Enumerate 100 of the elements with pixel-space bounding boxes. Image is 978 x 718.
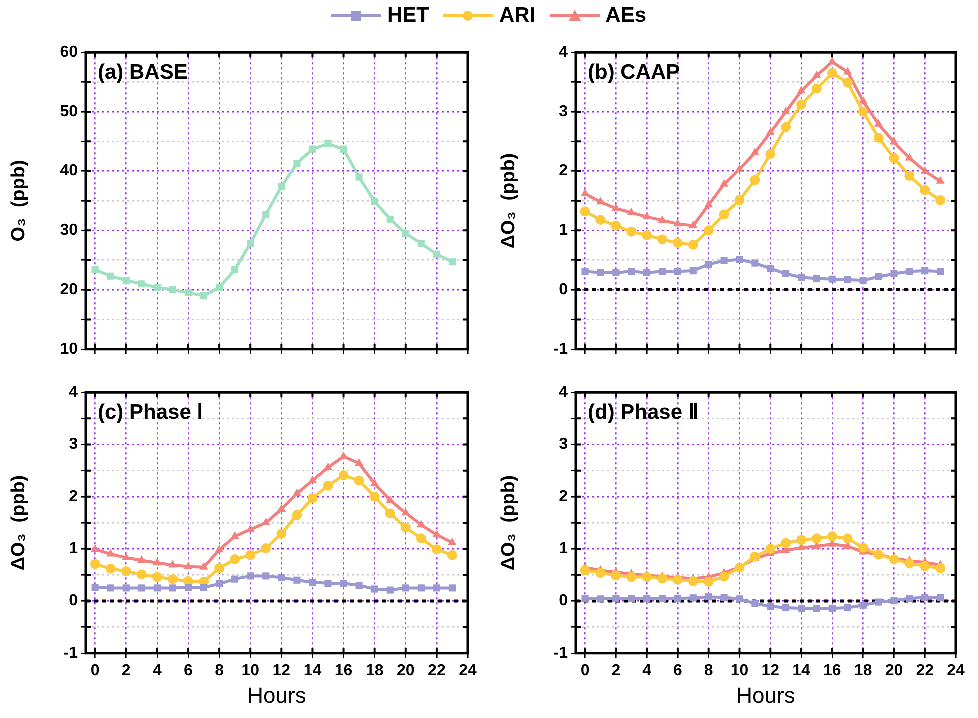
point: [611, 220, 622, 231]
point: [736, 596, 744, 603]
point: [433, 584, 440, 592]
y-tick-label: 0: [559, 592, 568, 610]
point: [752, 260, 759, 267]
point: [597, 269, 604, 276]
y-tick-label: 1: [559, 222, 568, 240]
chart-title: (c) Phase Ⅰ: [98, 400, 204, 424]
point: [418, 584, 425, 592]
point: [138, 584, 146, 592]
point: [705, 260, 712, 268]
y-axis-title: ΔO₃ (ppb): [498, 153, 520, 249]
point: [136, 570, 147, 580]
y-tick-label: 4: [69, 384, 78, 402]
point: [937, 594, 944, 602]
point: [690, 268, 697, 275]
point: [371, 198, 378, 206]
x-axis-title: Hours: [248, 682, 306, 708]
y-tick-label: 3: [559, 103, 568, 120]
point: [292, 488, 302, 496]
point: [827, 68, 838, 78]
x-tick-label: 14: [304, 662, 322, 680]
point: [169, 286, 176, 294]
point: [796, 535, 807, 546]
point: [597, 596, 604, 603]
point: [184, 562, 193, 570]
x-tick-label: 14: [792, 662, 811, 680]
point: [324, 462, 333, 470]
point: [323, 480, 334, 491]
x-tick-label: 4: [642, 662, 652, 680]
point: [858, 96, 868, 104]
point: [416, 534, 426, 544]
point: [262, 211, 270, 218]
point: [628, 595, 636, 602]
point: [890, 137, 899, 145]
point: [781, 538, 792, 548]
point: [689, 220, 698, 228]
point: [152, 572, 162, 582]
point: [107, 272, 114, 280]
point: [262, 572, 270, 580]
y-tick-label: -1: [64, 644, 78, 662]
point: [232, 576, 239, 583]
point: [889, 153, 900, 164]
x-tick-label: 16: [824, 662, 842, 680]
point: [720, 257, 728, 264]
x-tick-label: 12: [272, 662, 291, 680]
point: [276, 528, 287, 539]
y-tick-label: 2: [559, 162, 568, 180]
point: [844, 276, 852, 284]
point: [324, 140, 332, 148]
point: [354, 458, 364, 466]
x-tick-label: 0: [90, 662, 100, 680]
point: [168, 574, 178, 584]
chart-title: (a) BASE: [98, 60, 188, 84]
point: [308, 476, 318, 484]
point: [858, 543, 868, 554]
point: [688, 576, 698, 586]
point: [904, 558, 915, 569]
point: [611, 570, 622, 581]
point: [612, 204, 620, 212]
chart-title: (b) CAAP: [588, 60, 680, 84]
y-tick-label: 10: [60, 340, 78, 358]
y-tick-label: 3: [69, 436, 78, 454]
point: [766, 149, 776, 160]
point: [200, 562, 208, 570]
point: [704, 200, 714, 208]
point: [278, 574, 286, 582]
point: [277, 504, 286, 512]
y-tick-label: 60: [60, 44, 78, 62]
point: [781, 122, 792, 132]
point: [386, 216, 394, 223]
point: [448, 584, 456, 592]
point: [858, 106, 868, 117]
point: [920, 185, 930, 196]
point: [154, 584, 161, 592]
y-axis-title: ΔO₃ (ppb): [498, 475, 520, 571]
point: [936, 195, 946, 206]
point: [796, 100, 807, 110]
point: [642, 212, 652, 220]
point: [612, 595, 620, 602]
point: [936, 563, 946, 574]
point: [860, 277, 867, 284]
point: [889, 554, 900, 565]
point: [735, 164, 744, 172]
point: [247, 240, 254, 248]
point: [184, 289, 192, 297]
point: [688, 240, 698, 250]
point: [750, 148, 760, 156]
point: [875, 598, 882, 606]
point: [106, 564, 116, 574]
point: [644, 269, 651, 276]
point: [920, 166, 930, 174]
point: [294, 576, 301, 584]
point: [340, 146, 348, 153]
point: [402, 508, 410, 516]
point: [860, 602, 867, 609]
y-tick-label: 40: [60, 162, 78, 180]
point: [874, 133, 884, 144]
point: [750, 552, 760, 562]
point: [432, 544, 442, 555]
